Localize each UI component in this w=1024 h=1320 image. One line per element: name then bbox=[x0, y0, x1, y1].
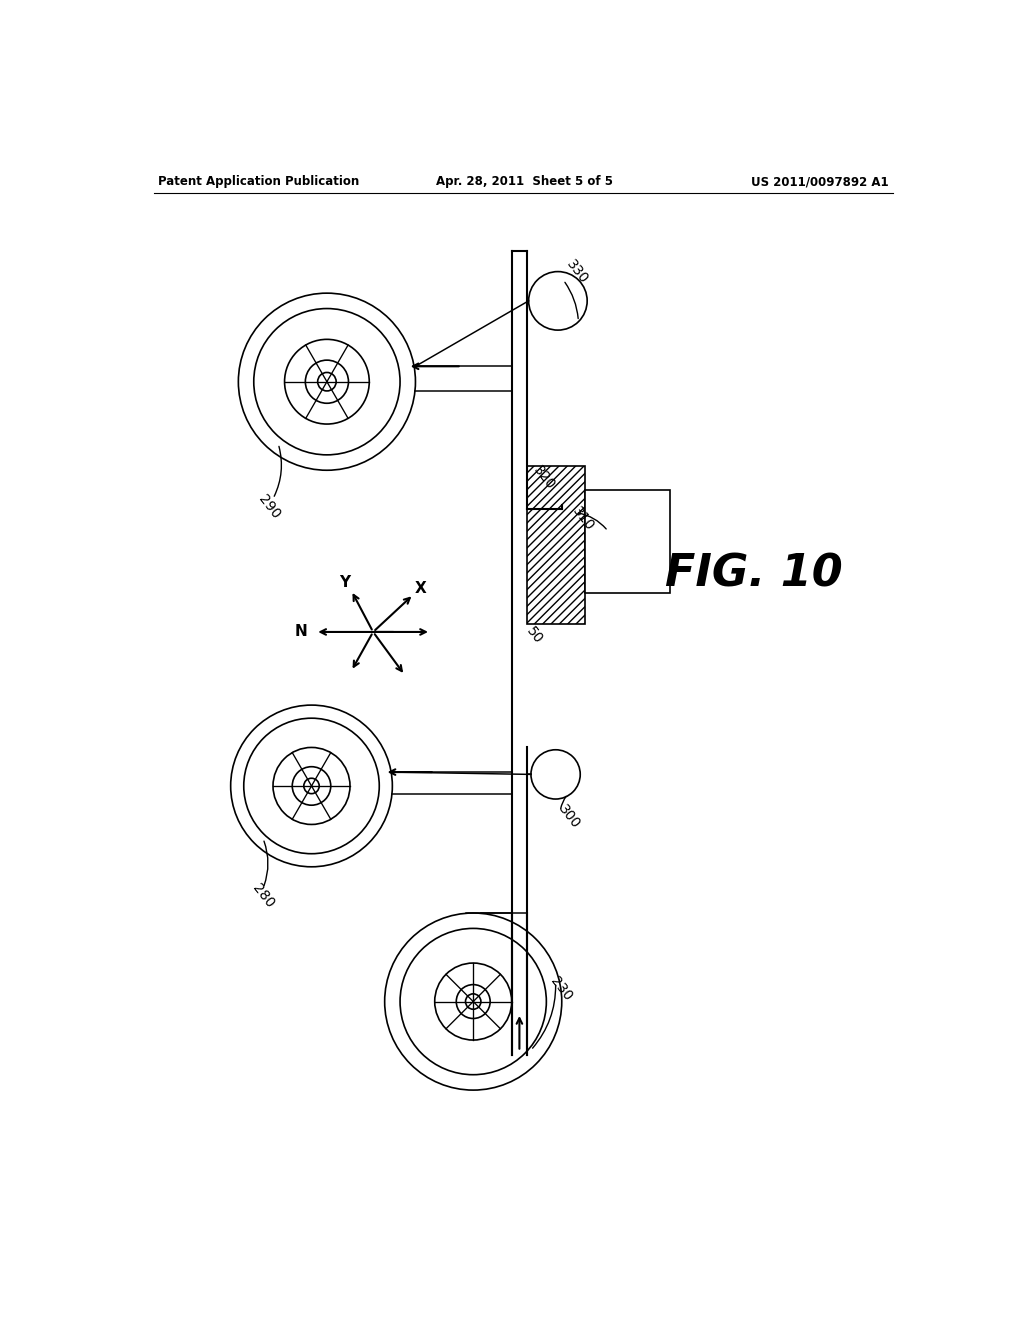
Bar bbox=[527, 466, 585, 624]
Text: 280: 280 bbox=[250, 882, 278, 911]
Text: 330: 330 bbox=[563, 257, 591, 286]
Text: FIG. 10: FIG. 10 bbox=[666, 553, 843, 595]
Text: X: X bbox=[415, 581, 426, 597]
Text: Apr. 28, 2011  Sheet 5 of 5: Apr. 28, 2011 Sheet 5 of 5 bbox=[436, 176, 613, 189]
Text: US 2011/0097892 A1: US 2011/0097892 A1 bbox=[752, 176, 889, 189]
Text: Y: Y bbox=[339, 576, 350, 590]
Text: 290: 290 bbox=[255, 492, 283, 521]
Text: 300: 300 bbox=[556, 803, 583, 832]
Text: 320: 320 bbox=[531, 463, 558, 492]
Text: 230: 230 bbox=[548, 974, 575, 1003]
Text: Patent Application Publication: Patent Application Publication bbox=[158, 176, 358, 189]
Bar bbox=[585, 490, 670, 594]
Text: 50: 50 bbox=[523, 624, 545, 647]
Text: N: N bbox=[295, 624, 308, 639]
Text: 310: 310 bbox=[569, 504, 597, 533]
